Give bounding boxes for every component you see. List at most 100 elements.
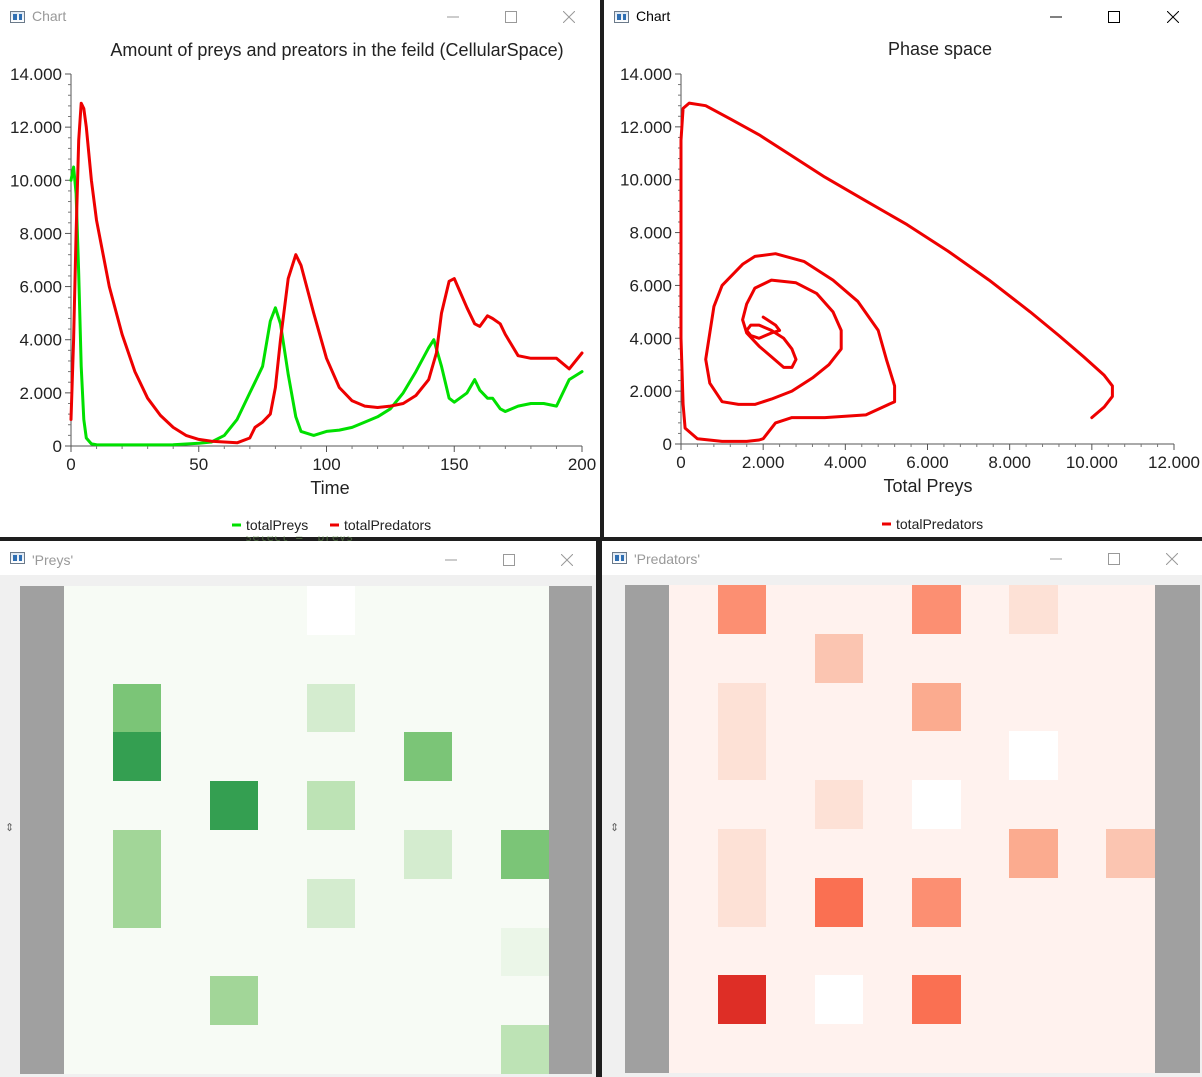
legend-label: totalPredators (344, 517, 431, 533)
window-app-icon (614, 11, 629, 23)
maximize-button[interactable] (480, 543, 538, 577)
grid-cell (1106, 926, 1155, 976)
grid-cell (209, 976, 258, 1026)
grid-cell (452, 976, 501, 1026)
minimize-button[interactable] (422, 543, 480, 577)
predators-grid[interactable] (669, 585, 1155, 1073)
grid-cell (500, 829, 549, 879)
grid-cell (960, 682, 1010, 732)
grid-cell (64, 829, 113, 879)
grid-cell (452, 732, 501, 782)
close-button[interactable] (538, 543, 596, 577)
map-window-predators: 'Predators' ⇕ (602, 541, 1202, 1077)
background-code-text: select = "preys" (245, 536, 361, 544)
grid-cell (1009, 633, 1058, 683)
grid-cell (911, 780, 961, 829)
grid-cell (403, 1025, 452, 1074)
titlebar[interactable]: Chart (0, 0, 600, 34)
grid-cell (500, 976, 549, 1026)
grid-cell (500, 878, 549, 928)
maximize-button[interactable] (1085, 0, 1143, 34)
grid-cell (911, 585, 961, 634)
resize-grip-icon[interactable]: ⇕ (610, 821, 620, 834)
titlebar[interactable]: 'Predators' (602, 541, 1202, 575)
window-title: 'Predators' (634, 551, 701, 567)
grid-cell (669, 926, 718, 976)
titlebar[interactable]: 'Preys' (0, 541, 596, 575)
maximize-button[interactable] (1085, 542, 1143, 576)
preys-grid[interactable] (64, 586, 549, 1074)
x-axis-label: Total Preys (883, 476, 972, 496)
grid-cell (112, 829, 161, 879)
grid-cell (669, 731, 718, 781)
grid-cell (355, 586, 404, 635)
grid-cell (1106, 975, 1155, 1025)
titlebar[interactable]: Chart (604, 0, 1202, 34)
grid-cell (306, 781, 355, 830)
grid-cell (112, 1025, 161, 1074)
grid-cell (669, 633, 718, 683)
grid-cell (306, 634, 355, 684)
grid-cell (766, 1024, 815, 1073)
x-tick-label: 0 (676, 453, 685, 472)
map-window-preys: 'Preys' ⇕ (0, 541, 596, 1077)
grid-cell (112, 683, 161, 733)
grid-cell (863, 585, 912, 634)
grid-cell (1057, 682, 1107, 732)
y-tick-label: 10.000 (10, 171, 62, 190)
grid-cell (500, 586, 549, 635)
grid-cell (500, 732, 549, 782)
grid-cell (1009, 1024, 1058, 1073)
legend-label: totalPreys (246, 517, 308, 533)
grid-cell (112, 878, 161, 928)
resize-grip-icon[interactable]: ⇕ (5, 821, 15, 834)
grid-cell (863, 926, 912, 976)
grid-cell (911, 731, 961, 781)
maximize-button[interactable] (482, 0, 540, 34)
x-tick-label: 0 (66, 455, 75, 474)
grid-cell (161, 683, 210, 733)
grid-cell (1057, 877, 1107, 927)
grid-cell (766, 926, 815, 976)
x-tick-label: 12.000 (1148, 453, 1200, 472)
x-tick-label: 10.000 (1066, 453, 1118, 472)
grid-cell (306, 976, 355, 1026)
minimize-button[interactable] (1027, 0, 1085, 34)
close-button[interactable] (1144, 0, 1202, 34)
grid-cell (161, 586, 210, 635)
close-button[interactable] (540, 0, 598, 34)
window-app-icon (10, 552, 25, 564)
grid-cell (500, 1025, 549, 1074)
grid-cell (161, 829, 210, 879)
close-icon (1166, 553, 1178, 565)
grid-cell (814, 1024, 864, 1073)
grid-cell (500, 634, 549, 684)
grid-cell (814, 926, 864, 976)
grid-cell (258, 927, 307, 977)
grid-cell (863, 975, 912, 1025)
grid-cell (209, 732, 258, 782)
minimize-button[interactable] (1027, 542, 1085, 576)
grid-cell (64, 1025, 113, 1074)
grid-cell (766, 975, 815, 1025)
close-button[interactable] (1143, 542, 1201, 576)
x-tick-label: 6.000 (906, 453, 949, 472)
grid-cell (161, 878, 210, 928)
grid-cell (960, 828, 1010, 878)
grid-cell (452, 927, 501, 977)
minimize-button[interactable] (424, 0, 482, 34)
grid-cell (1009, 780, 1058, 829)
grid-cell (1009, 975, 1058, 1025)
grid-cell (863, 682, 912, 732)
y-tick-label: 0 (53, 437, 62, 456)
window-title: 'Preys' (32, 552, 74, 568)
grid-cell (814, 828, 864, 878)
grid-cell (717, 877, 767, 927)
grid-cell (355, 683, 404, 733)
grid-cell (209, 878, 258, 928)
grid-cell (306, 927, 355, 977)
grid-cell (306, 878, 355, 928)
y-tick-label: 2.000 (19, 384, 62, 403)
grid-cell (1106, 828, 1155, 878)
grid-cell (452, 878, 501, 928)
